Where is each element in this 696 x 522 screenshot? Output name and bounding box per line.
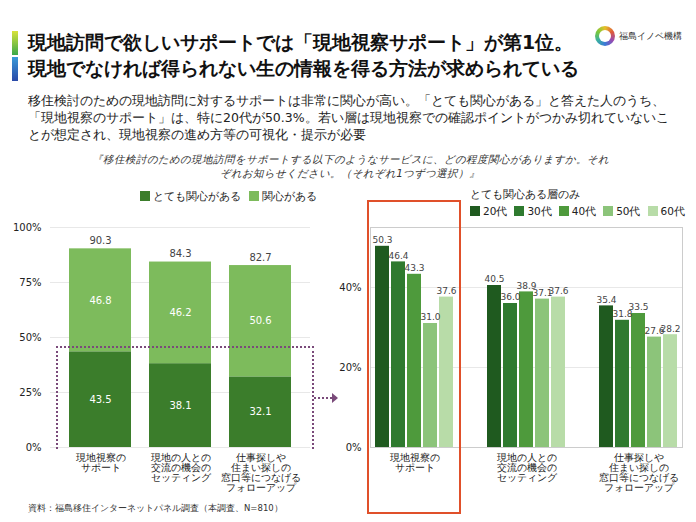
html-text:資料：福島移住インターネットパネル調査（本調査、N=810）: 資料：福島移住インターネットパネル調査（本調査、N=810） [28, 503, 283, 513]
html-text:福島イノベ機構: 福島イノベ機構 [619, 30, 682, 41]
html-text:『移住検討のための現地訪問をサポートする以下のようなサービス: 『移住検討のための現地訪問をサポートする以下のようなサービスに、どの程度関心があ… [91, 153, 609, 179]
svg-text:現地の人との交流の機会のセッティング: 現地の人との交流の機会のセッティング [151, 452, 212, 483]
html-text:とても関心ある層のみ: とても関心ある層のみ [470, 188, 580, 200]
svg-text:31.8: 31.8 [612, 309, 633, 320]
svg-text:37.6: 37.6 [436, 286, 456, 296]
svg-text:35.4: 35.4 [596, 295, 616, 305]
svg-text:0%: 0% [26, 442, 42, 453]
svg-text:50.3: 50.3 [372, 235, 392, 245]
html-text:移住検討のための現地訪問に対するサポートは非常に関心が高い。: 移住検討のための現地訪問に対するサポートは非常に関心が高い。「とても関心がある」… [28, 93, 669, 142]
svg-text:90.3: 90.3 [89, 235, 111, 246]
html-text:50代: 50代 [616, 205, 641, 217]
html-text:現地訪問で欲しいサポートでは「現地視察サポート」が第1位。: 現地訪問で欲しいサポートでは「現地視察サポート」が第1位。 [28, 31, 574, 53]
html-text:20代: 20代 [483, 205, 508, 217]
svg-text:43.3: 43.3 [404, 263, 424, 273]
svg-text:38.1: 38.1 [169, 400, 191, 411]
html-text:40代: 40代 [571, 205, 597, 217]
svg-text:82.7: 82.7 [249, 252, 271, 263]
svg-text:仕事探しや住まい探しの窓口等につなげるフォローアップ: 仕事探しや住まい探しの窓口等につなげるフォローアップ [599, 452, 679, 493]
html-text:関心がある: 関心がある [262, 190, 317, 202]
svg-text:50.6: 50.6 [249, 315, 271, 326]
svg-text:46.4: 46.4 [388, 251, 408, 261]
html-text:現地でなければ得られない生の情報を得る方法が求められている: 現地でなければ得られない生の情報を得る方法が求められている [28, 57, 579, 79]
svg-text:37.1: 37.1 [532, 288, 553, 298]
svg-text:現地の人との交流の機会のセッティング: 現地の人との交流の機会のセッティング [497, 452, 558, 483]
svg-text:37.6: 37.6 [548, 286, 568, 296]
svg-text:36.0: 36.0 [500, 292, 520, 302]
svg-text:25%: 25% [19, 387, 41, 398]
svg-text:20%: 20% [339, 362, 361, 373]
svg-text:31.0: 31.0 [420, 312, 440, 322]
svg-text:84.3: 84.3 [169, 248, 191, 259]
svg-text:33.5: 33.5 [628, 302, 648, 312]
html-text:とても関心がある: とても関心がある [153, 190, 241, 202]
svg-text:38.9: 38.9 [516, 280, 537, 291]
html-text:60代: 60代 [660, 205, 685, 217]
svg-text:現地視察のサポート: 現地視察のサポート [390, 452, 440, 473]
svg-text:40%: 40% [339, 282, 361, 293]
svg-text:現地視察のサポート: 現地視察のサポート [76, 452, 126, 473]
svg-text:46.8: 46.8 [89, 295, 111, 306]
svg-text:75%: 75% [19, 277, 41, 288]
svg-text:50%: 50% [19, 332, 41, 343]
svg-text:40.5: 40.5 [484, 274, 504, 284]
svg-text:43.5: 43.5 [89, 394, 111, 405]
svg-text:100%: 100% [13, 222, 42, 233]
svg-text:46.2: 46.2 [169, 307, 191, 318]
html-text:30代: 30代 [527, 205, 552, 217]
svg-text:0%: 0% [346, 442, 362, 453]
svg-text:32.1: 32.1 [249, 406, 271, 417]
svg-text:仕事探しや住まい探しの窓口等につなげるフォローアップ: 仕事探しや住まい探しの窓口等につなげるフォローアップ [221, 452, 301, 493]
svg-text:28.2: 28.2 [660, 324, 680, 334]
svg-text:27.6: 27.6 [644, 326, 665, 336]
